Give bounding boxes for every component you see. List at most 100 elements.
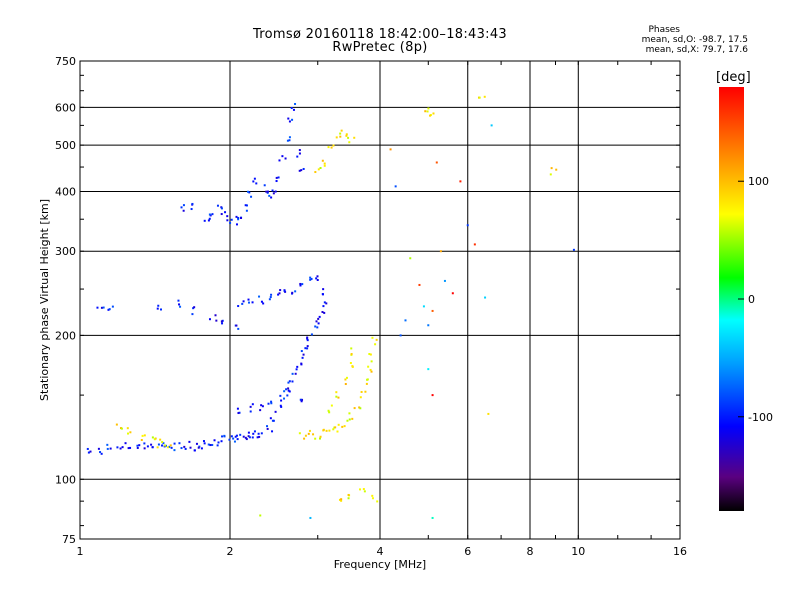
o-mode-point [143,447,146,450]
colorbar-tick-label: 100 [748,175,769,188]
x-mode-point [549,173,552,176]
scatter-point [473,243,476,246]
o-mode-point [143,442,146,445]
data-points [86,95,575,519]
o-mode-point [157,443,160,446]
x-mode-point [350,353,353,356]
o-mode-point [232,437,235,440]
o-mode-point [309,278,312,281]
chart-title: Tromsø 20160118 18:42:00–18:43:43 [252,27,508,42]
scatter-point [418,283,421,286]
scatter-point [459,180,462,183]
o-mode-point [277,293,280,296]
o-mode-point [316,279,319,282]
x-mode-point [153,438,156,441]
o-mode-point [325,302,328,305]
x-tick-label: 6 [464,545,471,558]
o-mode-point [234,435,237,438]
o-mode-point [244,204,247,207]
scatter-point [431,309,434,312]
chart-subtitle: RwPretec (8p) [332,40,428,55]
o-mode-point [190,208,193,211]
o-mode-point [191,313,194,316]
x-mode-point [371,497,374,500]
x-mode-point [424,110,427,113]
o-mode-point [107,308,110,311]
o-mode-point [193,449,196,452]
o-mode-point [267,402,270,405]
o-mode-point [192,307,195,310]
o-mode-point [302,353,305,356]
o-mode-point [247,435,250,438]
o-mode-point [323,301,326,304]
o-mode-point [179,305,182,308]
o-mode-point [291,118,294,121]
o-mode-point [138,444,141,447]
o-mode-point [299,282,302,285]
o-mode-point [278,292,281,295]
y-tick-label: 300 [55,245,76,258]
o-mode-point [97,447,100,450]
o-mode-point [209,444,212,447]
x-mode-point [340,499,343,502]
o-mode-point [287,381,290,384]
o-mode-point [269,296,272,299]
o-mode-point [99,451,102,454]
o-mode-point [251,403,254,406]
o-mode-point [228,438,231,441]
o-mode-point [191,202,194,205]
x-tick-label: 4 [377,545,384,558]
o-mode-point [316,275,319,278]
o-mode-point [291,380,294,383]
x-mode-point [314,437,317,440]
o-mode-point [322,305,325,308]
o-mode-point [295,368,298,371]
o-mode-point [291,372,294,375]
o-mode-point [202,440,205,443]
x-mode-point [353,407,356,410]
x-mode-point [129,431,132,434]
o-mode-point [266,191,269,194]
x-mode-point [163,444,166,447]
scatter-point [431,394,434,397]
x-mode-point [335,136,338,139]
x-mode-point [169,444,172,447]
scatter-point [399,334,402,337]
o-mode-point [298,152,301,155]
o-mode-point [220,206,223,209]
scatter-point [490,124,493,127]
o-mode-point [106,443,109,446]
o-mode-point [184,447,187,450]
o-mode-point [235,215,238,218]
x-mode-point [346,419,349,422]
x-mode-point [348,418,351,421]
scatter-point [259,514,262,517]
x-mode-point [330,146,333,149]
o-mode-point [127,447,130,450]
x-mode-point [344,378,347,381]
o-mode-point [177,299,180,302]
x-mode-point [432,112,435,115]
x-mode-point [365,382,368,385]
x-mode-point [327,409,330,412]
o-mode-point [207,219,210,222]
x-mode-point [332,144,335,147]
o-mode-point [283,289,286,292]
x-mode-point [371,336,374,339]
o-mode-point [240,217,243,220]
o-mode-point [309,276,312,279]
o-mode-point [279,394,282,397]
o-mode-point [248,436,251,439]
y-tick-label: 600 [55,101,76,114]
x-mode-point [369,368,372,371]
o-mode-point [111,305,114,308]
o-mode-point [270,196,273,199]
o-mode-point [224,211,227,214]
x-mode-point [374,343,377,346]
scatter-point [484,296,487,299]
o-mode-point [237,327,240,330]
o-mode-point [237,412,240,415]
o-mode-point [281,155,284,158]
o-mode-point [268,298,271,301]
o-mode-point [159,308,162,311]
